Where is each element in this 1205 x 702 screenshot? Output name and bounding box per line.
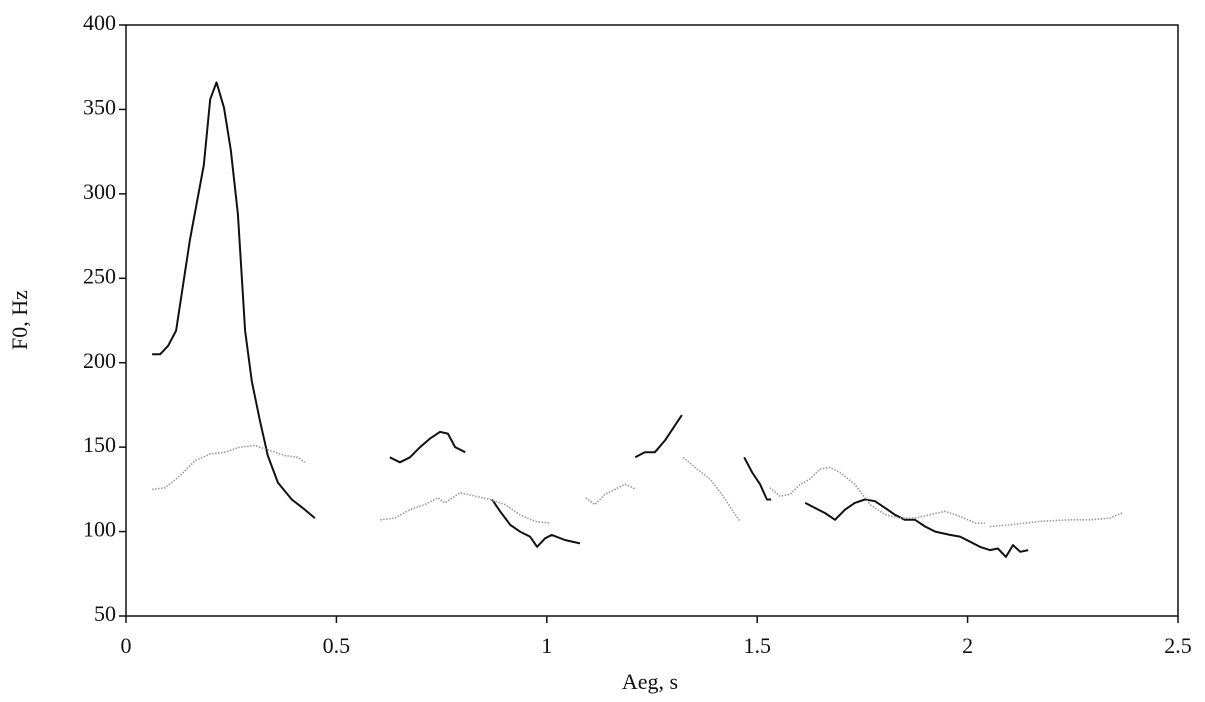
y-tick-label: 250 [83, 263, 116, 288]
line [152, 81, 1029, 558]
x-tick-label: 2.5 [1164, 633, 1192, 658]
y-tick-label: 300 [83, 179, 116, 204]
x-tick-label: 2 [962, 633, 973, 658]
x-tick-label: 0.5 [323, 633, 351, 658]
plot-frame [125, 24, 1179, 617]
y-tick-label: 200 [83, 348, 116, 373]
y-tick-label: 100 [83, 517, 116, 542]
x-axis-label: Aeg, s [622, 669, 678, 694]
x-tick-label: 1.5 [743, 633, 771, 658]
x-tick-label: 1 [541, 633, 552, 658]
line [151, 444, 1123, 528]
y-axis-label: F0, Hz [7, 290, 32, 350]
y-tick-label: 350 [83, 94, 116, 119]
x-tick-label: 0 [121, 633, 132, 658]
y-tick-label: 400 [83, 10, 116, 35]
y-tick-label: 150 [83, 432, 116, 457]
y-tick-label: 50 [94, 601, 116, 626]
